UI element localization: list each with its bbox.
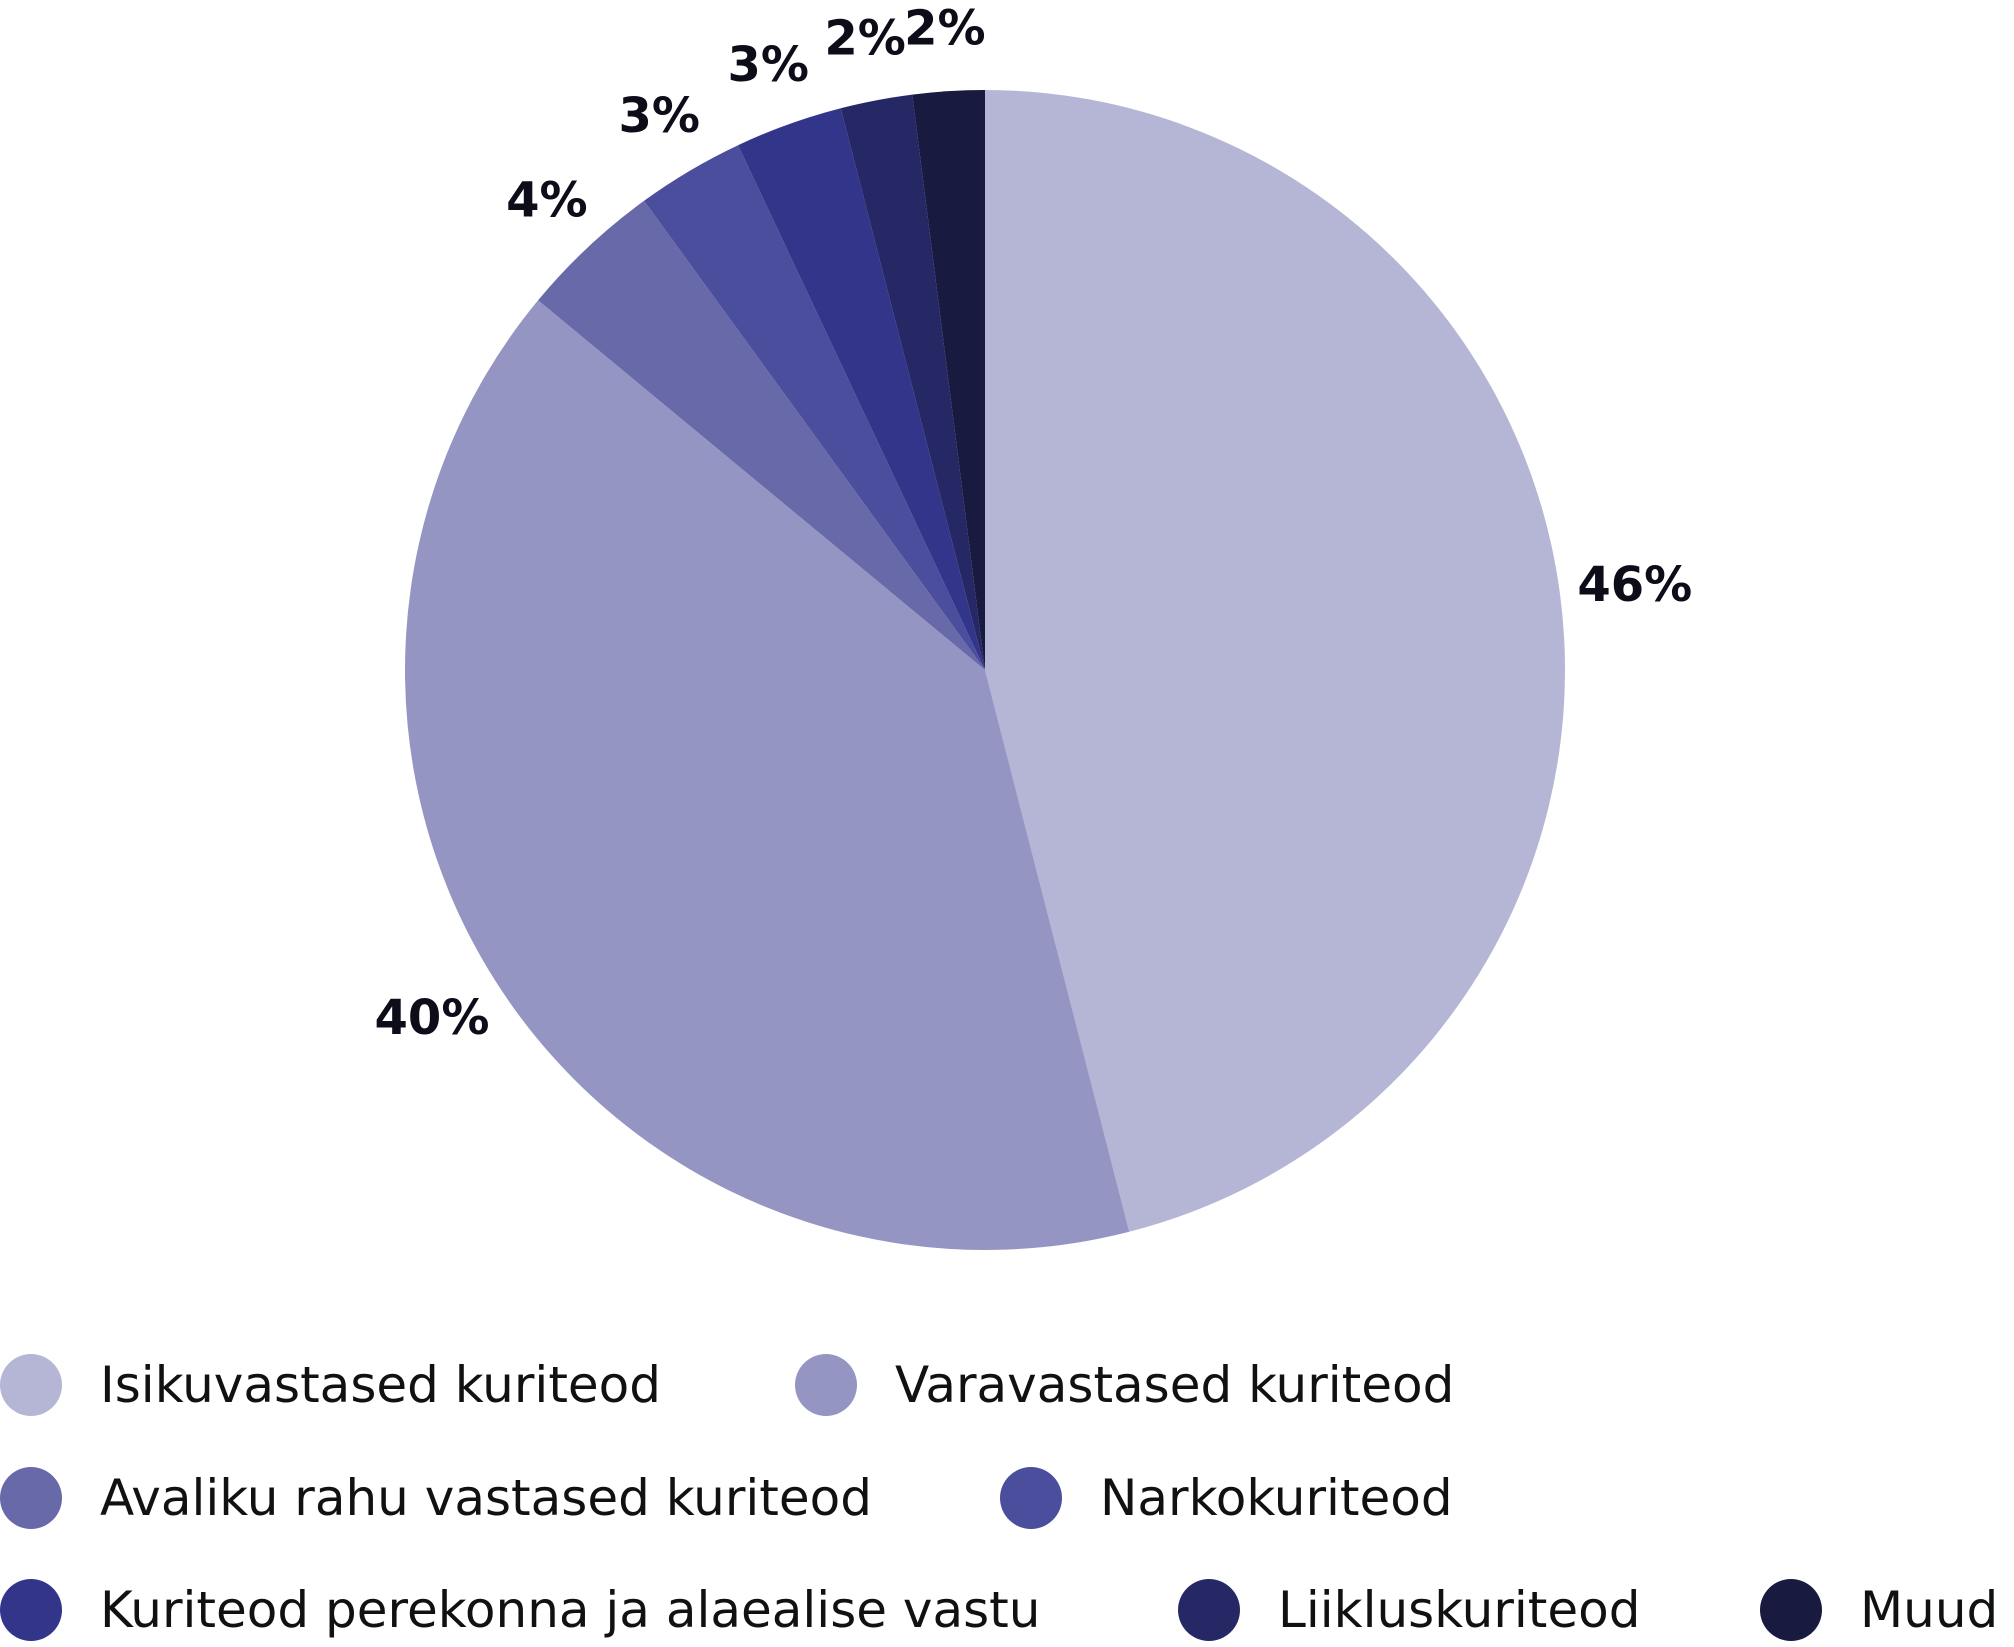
pie-slice-5 bbox=[738, 108, 985, 671]
legend-label: Kuriteod perekonna ja alaealise vastu bbox=[100, 1581, 1041, 1639]
pie-slice-label-1: 46% bbox=[1577, 557, 1692, 613]
legend-label: Muud bbox=[1860, 1581, 1999, 1639]
pie-slice-label-5: 3% bbox=[727, 37, 809, 93]
pie-chart: 46% 40% 4% 3% 3% 2%2% bbox=[375, 0, 1693, 1251]
pie-slice-3 bbox=[538, 200, 985, 670]
pie-slice-1 bbox=[985, 90, 1565, 1232]
legend: Isikuvastased kuriteod Varavastased kuri… bbox=[0, 1350, 2014, 1647]
pie-slice-label-3: 4% bbox=[506, 172, 588, 228]
legend-swatch bbox=[0, 1467, 62, 1529]
legend-label: Narkokuriteod bbox=[1100, 1469, 1453, 1527]
legend-swatch bbox=[1178, 1579, 1240, 1641]
legend-item-muud: Muud bbox=[1760, 1575, 1998, 1645]
pie-slice-label-4: 3% bbox=[618, 88, 700, 144]
legend-item-isikuvastased: Isikuvastased kuriteod bbox=[0, 1350, 661, 1420]
legend-item-narkokuriteod: Narkokuriteod bbox=[1000, 1463, 1453, 1533]
legend-swatch bbox=[1760, 1579, 1822, 1641]
legend-label: Varavastased kuriteod bbox=[895, 1356, 1455, 1414]
legend-item-varavastased: Varavastased kuriteod bbox=[795, 1350, 1454, 1420]
pie-slice-2 bbox=[404, 300, 1130, 1251]
legend-label: Isikuvastased kuriteod bbox=[100, 1356, 662, 1414]
legend-swatch bbox=[0, 1354, 62, 1416]
legend-label: Avaliku rahu vastased kuriteod bbox=[100, 1469, 872, 1527]
legend-item-liikluskuriteod: Liikluskuriteod bbox=[1178, 1575, 1640, 1645]
legend-swatch bbox=[0, 1579, 62, 1641]
pie-slice-label-6: 2% bbox=[824, 10, 906, 66]
legend-swatch bbox=[795, 1354, 857, 1416]
legend-item-perekond: Kuriteod perekonna ja alaealise vastu bbox=[0, 1575, 1040, 1645]
pie-labels: 46% 40% 4% 3% 3% 2%2% bbox=[375, 0, 1693, 1046]
legend-swatch bbox=[1000, 1467, 1062, 1529]
pie-slice-label-7: 2% bbox=[904, 0, 986, 56]
pie-slice-7 bbox=[912, 90, 985, 670]
legend-label: Liikluskuriteod bbox=[1278, 1581, 1641, 1639]
legend-item-avaliku-rahu: Avaliku rahu vastased kuriteod bbox=[0, 1463, 872, 1533]
pie-slice-4 bbox=[644, 145, 985, 670]
pie-slice-6 bbox=[840, 94, 985, 670]
pie-slice-label-2: 40% bbox=[375, 990, 490, 1046]
pie-slices bbox=[404, 90, 1565, 1251]
